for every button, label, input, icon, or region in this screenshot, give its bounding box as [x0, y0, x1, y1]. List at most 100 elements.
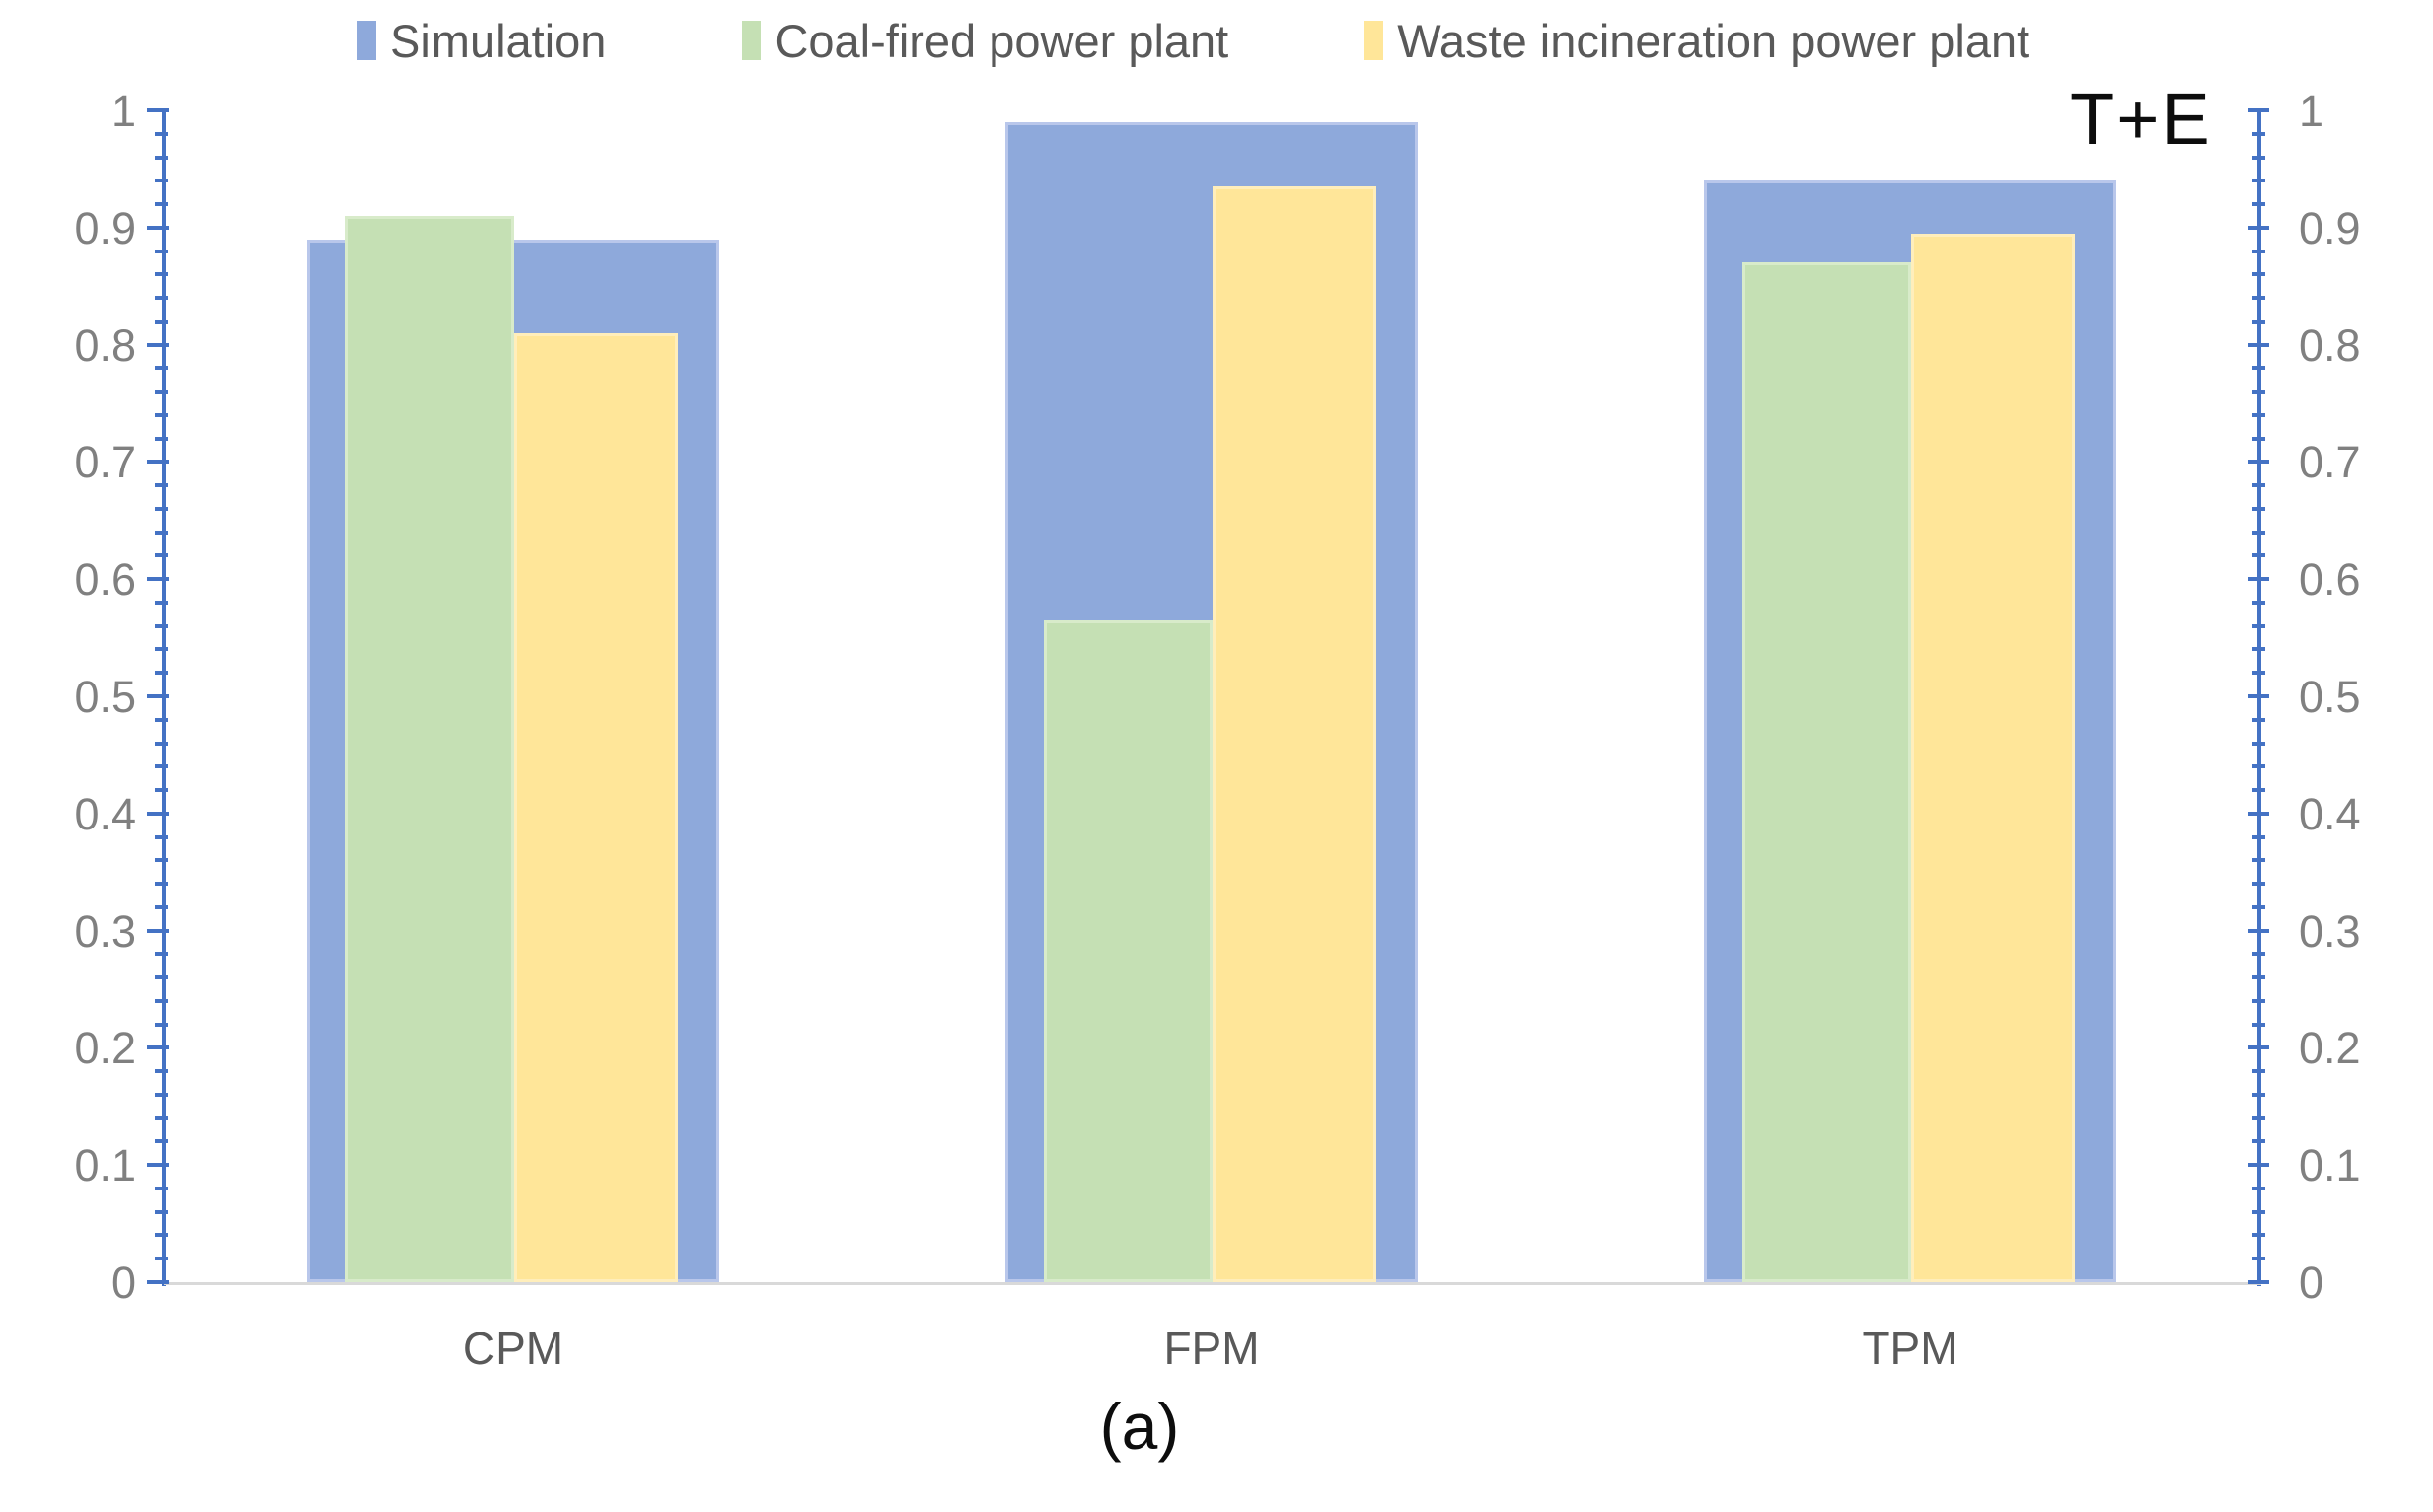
right-minor-tick [2252, 156, 2265, 160]
left-minor-tick [155, 531, 168, 535]
right-minor-tick [2252, 764, 2265, 768]
left-minor-tick [155, 601, 168, 605]
left-minor-tick [155, 413, 168, 417]
right-minor-tick [2252, 1069, 2265, 1073]
y-axis-right-label: 0.9 [2299, 203, 2361, 253]
left-minor-tick [155, 483, 168, 487]
right-major-tick [2248, 1045, 2269, 1049]
left-minor-tick [155, 366, 168, 370]
legend-swatch-simulation [357, 21, 376, 60]
left-minor-tick [155, 905, 168, 909]
y-axis-right-label: 0.2 [2299, 1023, 2361, 1073]
legend-swatch-waste-incineration [1364, 21, 1384, 60]
legend-item-waste-incineration: Waste incineration power plant [1364, 14, 2029, 68]
right-minor-tick [2252, 366, 2265, 370]
x-category-label-tpm: TPM [1862, 1323, 1958, 1374]
left-major-tick [147, 812, 169, 816]
left-minor-tick [155, 1069, 168, 1073]
right-minor-tick [2252, 1257, 2265, 1260]
left-major-tick [147, 108, 169, 112]
right-minor-tick [2252, 483, 2265, 487]
right-minor-tick [2252, 975, 2265, 979]
legend-swatch-coal-fired [742, 21, 762, 60]
left-minor-tick [155, 858, 168, 862]
right-minor-tick [2252, 132, 2265, 136]
right-major-tick [2248, 108, 2269, 112]
left-major-tick [147, 694, 169, 698]
annotation-t-plus-e: T+E [2070, 78, 2212, 160]
right-minor-tick [2252, 742, 2265, 746]
right-minor-tick [2252, 835, 2265, 839]
x-category-label-cpm: CPM [462, 1323, 564, 1374]
y-axis-left-label: 0.3 [74, 906, 136, 957]
left-minor-tick [155, 624, 168, 628]
left-minor-tick [155, 952, 168, 956]
bar-fpm-series2 [1213, 186, 1376, 1282]
y-axis-right-label: 0 [2299, 1258, 2324, 1308]
y-axis-right-label: 0.6 [2299, 554, 2361, 605]
right-minor-tick [2252, 1187, 2265, 1190]
left-minor-tick [155, 647, 168, 651]
y-axis-left-label: 0.8 [74, 321, 136, 371]
legend-item-simulation: Simulation [357, 14, 606, 68]
right-major-tick [2248, 1280, 2269, 1284]
left-minor-tick [155, 975, 168, 979]
left-minor-tick [155, 202, 168, 206]
right-minor-tick [2252, 507, 2265, 511]
left-minor-tick [155, 320, 168, 324]
right-minor-tick [2252, 999, 2265, 1003]
left-minor-tick [155, 132, 168, 136]
left-minor-tick [155, 507, 168, 511]
left-minor-tick [155, 553, 168, 557]
right-minor-tick [2252, 858, 2265, 862]
left-major-tick [147, 1163, 169, 1167]
left-minor-tick [155, 179, 168, 182]
right-major-tick [2248, 577, 2269, 581]
bar-tpm-series1 [1742, 262, 1911, 1282]
left-minor-tick [155, 437, 168, 441]
y-axis-right-label: 0.3 [2299, 906, 2361, 957]
right-major-tick [2248, 1163, 2269, 1167]
left-minor-tick [155, 788, 168, 792]
right-minor-tick [2252, 624, 2265, 628]
right-minor-tick [2252, 553, 2265, 557]
left-minor-tick [155, 296, 168, 300]
bar-cpm-series1 [345, 216, 514, 1282]
left-minor-tick [155, 764, 168, 768]
legend-label-coal-fired: Coal-fired power plant [774, 14, 1229, 67]
legend-item-coal-fired: Coal-fired power plant [742, 14, 1228, 68]
y-axis-left-label: 0.2 [74, 1023, 136, 1073]
x-axis-baseline [164, 1282, 2261, 1285]
caption: (a) [1099, 1390, 1180, 1463]
legend: Simulation Coal-fired power plant Waste … [357, 10, 2029, 71]
left-minor-tick [155, 999, 168, 1003]
left-major-tick [147, 577, 169, 581]
right-minor-tick [2252, 1023, 2265, 1027]
right-minor-tick [2252, 788, 2265, 792]
y-axis-left-label: 0.5 [74, 672, 136, 722]
y-axis-left-label: 0.6 [74, 554, 136, 605]
left-major-tick [147, 343, 169, 347]
right-major-tick [2248, 929, 2269, 933]
left-minor-tick [155, 1023, 168, 1027]
right-minor-tick [2252, 390, 2265, 394]
left-minor-tick [155, 156, 168, 160]
y-axis-left-label: 0.9 [74, 203, 136, 253]
left-minor-tick [155, 250, 168, 253]
right-major-tick [2248, 460, 2269, 464]
left-major-tick [147, 1045, 169, 1049]
left-minor-tick [155, 742, 168, 746]
left-minor-tick [155, 835, 168, 839]
y-axis-left-label: 0.7 [74, 437, 136, 487]
y-axis-right-label: 0.5 [2299, 672, 2361, 722]
y-axis-left-label: 1 [111, 86, 136, 136]
right-minor-tick [2252, 531, 2265, 535]
legend-label-waste-incineration: Waste incineration power plant [1397, 14, 2030, 67]
right-minor-tick [2252, 413, 2265, 417]
bar-tpm-series2 [1911, 234, 2075, 1282]
left-minor-tick [155, 1139, 168, 1143]
y-axis-right-label: 0.7 [2299, 437, 2361, 487]
left-minor-tick [155, 1093, 168, 1097]
right-minor-tick [2252, 952, 2265, 956]
